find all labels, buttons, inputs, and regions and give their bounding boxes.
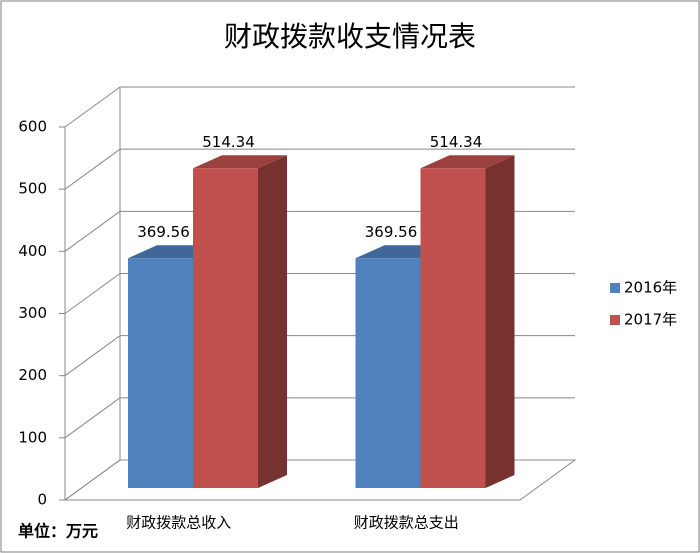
x-tick-label: 财政拨款总收入 bbox=[126, 514, 231, 532]
bar bbox=[193, 168, 258, 489]
bar bbox=[420, 168, 486, 489]
chart-title: 财政拨款收支情况表 bbox=[224, 20, 476, 53]
value-label: 514.34 bbox=[430, 133, 483, 151]
legend-swatch bbox=[610, 283, 620, 293]
y-tick-label: 100 bbox=[18, 428, 47, 446]
y-tick-label: 600 bbox=[18, 118, 47, 136]
legend-label: 2017年 bbox=[624, 311, 677, 329]
bar-top bbox=[420, 155, 515, 169]
value-label: 369.56 bbox=[365, 223, 418, 241]
grid-line bbox=[64, 397, 121, 439]
y-tick-label: 500 bbox=[18, 180, 47, 198]
bar-side bbox=[258, 155, 287, 489]
grid-line bbox=[64, 459, 121, 501]
y-tick-label: 0 bbox=[37, 491, 47, 509]
value-label: 514.34 bbox=[202, 133, 255, 151]
bar-side bbox=[485, 155, 515, 489]
legend-swatch bbox=[610, 315, 620, 325]
value-label: 369.56 bbox=[137, 223, 190, 241]
y-tick-label: 300 bbox=[18, 304, 47, 322]
y-tick-label: 200 bbox=[18, 366, 47, 384]
x-tick-label: 财政拨款总支出 bbox=[354, 514, 459, 532]
grid-line bbox=[64, 210, 121, 252]
grid-line bbox=[64, 86, 121, 128]
grid-line bbox=[64, 273, 121, 314]
grid-line bbox=[64, 148, 121, 190]
grid-line bbox=[64, 335, 121, 377]
bar bbox=[128, 258, 193, 488]
bar bbox=[355, 258, 421, 488]
unit-note: 单位：万元 bbox=[18, 522, 98, 541]
y-tick-label: 400 bbox=[18, 242, 47, 260]
bar-top bbox=[193, 155, 287, 169]
legend-label: 2016年 bbox=[624, 279, 677, 297]
